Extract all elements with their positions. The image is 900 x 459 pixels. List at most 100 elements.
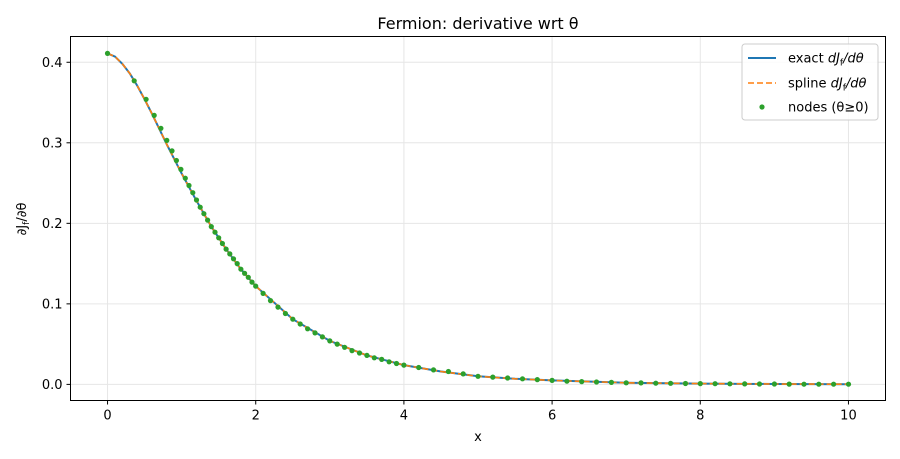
y-tick-label: 0.3 xyxy=(42,136,63,151)
node-point xyxy=(349,348,355,354)
node-point xyxy=(158,125,164,131)
node-point xyxy=(371,355,377,361)
node-point xyxy=(219,240,225,247)
node-point xyxy=(401,362,407,368)
node-point xyxy=(290,316,296,322)
node-point xyxy=(197,204,203,210)
node-point xyxy=(653,380,659,386)
legend-label-spline-sub: f xyxy=(843,84,847,94)
y-axis-label-sub: f xyxy=(22,221,32,225)
node-point xyxy=(845,381,852,387)
legend-swatch-nodes xyxy=(759,104,765,110)
node-point xyxy=(771,381,778,387)
x-tick-label: 6 xyxy=(548,409,556,424)
node-point xyxy=(831,381,837,387)
node-point xyxy=(242,270,248,276)
node-point xyxy=(173,157,179,164)
node-point xyxy=(416,364,422,371)
y-tick-label: 0.2 xyxy=(42,217,63,232)
node-point xyxy=(786,381,792,387)
node-point xyxy=(223,246,229,252)
node-point xyxy=(186,182,192,189)
node-point xyxy=(178,166,184,172)
node-point xyxy=(143,96,149,102)
node-point xyxy=(169,148,175,154)
node-point xyxy=(393,360,400,367)
legend-label-exact-word: exact xyxy=(788,52,828,67)
node-point xyxy=(460,371,466,377)
node-point xyxy=(253,283,259,289)
node-point xyxy=(816,381,822,387)
node-point xyxy=(505,375,511,381)
node-point xyxy=(668,380,674,386)
y-axis-label-main: ∂J xyxy=(15,225,30,236)
node-point xyxy=(386,359,392,365)
node-point xyxy=(519,376,526,382)
node-point xyxy=(245,274,251,280)
node-point xyxy=(260,290,266,296)
node-point xyxy=(319,334,325,340)
node-point xyxy=(801,381,807,387)
node-point xyxy=(234,261,240,267)
x-tick-label: 10 xyxy=(840,409,857,424)
chart-title: Fermion: derivative wrt θ xyxy=(377,14,578,33)
node-point xyxy=(208,224,214,230)
node-point xyxy=(342,344,348,350)
node-point xyxy=(216,235,222,241)
legend-box xyxy=(741,43,879,121)
ticks: 0 2 4 6 8 10 0.0 0.1 0.2 0.3 0.4 xyxy=(42,56,857,424)
x-tick-label: 2 xyxy=(252,409,260,424)
node-point xyxy=(164,137,170,143)
node-point xyxy=(182,175,188,181)
node-point xyxy=(193,197,200,203)
node-point xyxy=(249,279,255,285)
node-point xyxy=(212,229,218,235)
x-tick-label: 0 xyxy=(103,409,111,424)
node-point xyxy=(549,377,555,383)
node-point xyxy=(356,350,363,356)
legend-label-exact-sub: f xyxy=(840,59,844,69)
node-point xyxy=(445,368,451,375)
node-point xyxy=(534,377,540,383)
node-point xyxy=(227,251,233,257)
legend-label-exact-math: dJ xyxy=(828,52,840,67)
node-point xyxy=(475,373,481,379)
node-point xyxy=(327,338,333,344)
legend-label-spline: spline dJf/dθ xyxy=(788,77,867,94)
legend-label-nodes: nodes (θ≥0) xyxy=(788,101,869,116)
node-point xyxy=(190,190,196,196)
node-point xyxy=(430,367,437,373)
node-point xyxy=(638,380,644,386)
node-point xyxy=(230,256,237,262)
series-line-spline xyxy=(107,52,849,386)
node-point xyxy=(579,379,585,385)
node-point xyxy=(104,50,111,57)
x-tick-label: 4 xyxy=(400,409,408,424)
x-tick-label: 8 xyxy=(696,409,704,424)
legend-label-exact: exact dJf/dθ xyxy=(788,52,864,69)
node-point xyxy=(697,381,703,387)
node-point xyxy=(742,381,748,387)
node-point xyxy=(305,326,311,332)
x-axis-label: x xyxy=(474,430,482,445)
node-point xyxy=(608,379,615,385)
node-point xyxy=(756,381,763,387)
y-tick-label: 0.1 xyxy=(42,297,63,312)
node-point xyxy=(490,374,496,380)
node-point xyxy=(151,112,157,118)
y-tick-label: 0.0 xyxy=(42,378,63,393)
series-layer xyxy=(104,50,852,387)
node-point xyxy=(201,211,207,217)
node-point xyxy=(131,78,137,84)
node-point xyxy=(312,330,318,336)
node-point xyxy=(682,380,689,387)
legend-label-spline-math: dJ xyxy=(831,77,843,92)
node-point xyxy=(297,321,303,327)
legend-label-spline-tail: /dθ xyxy=(845,77,867,92)
node-point xyxy=(238,266,244,272)
node-point xyxy=(334,341,340,347)
node-point xyxy=(623,380,629,386)
node-point xyxy=(205,217,211,223)
